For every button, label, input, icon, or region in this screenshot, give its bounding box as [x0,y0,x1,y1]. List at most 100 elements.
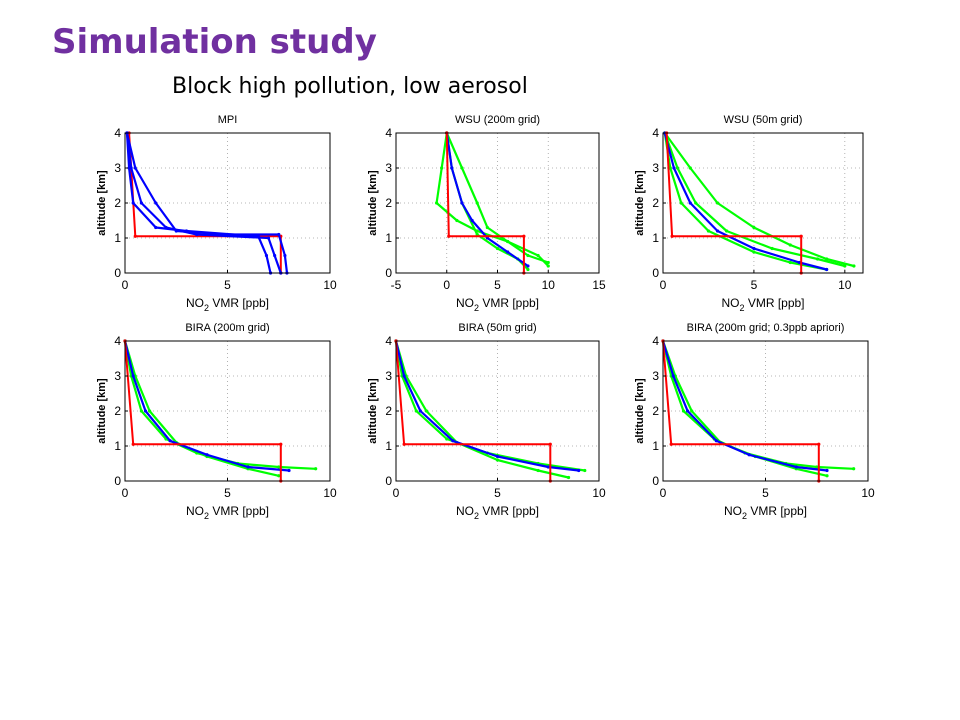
x-tick-label: 5 [762,486,769,500]
data-point [148,409,152,413]
chart-panel-1: 0 5 10 0 1 2 3 4 MPI NO2 VMR [ppb] altitude [km] [96,114,337,313]
y-tick-label: 0 [114,474,121,488]
panel-title: BIRA (200m grid; 0.3ppb apriori) [687,322,845,334]
data-point [747,453,751,457]
data-point [460,201,464,205]
y-tick-label: 3 [652,161,659,175]
data-point [495,458,500,462]
data-point [526,253,530,258]
series-line-4 [124,340,282,481]
y-tick-label: 1 [114,231,121,245]
data-point [752,246,756,251]
x-tick-label: 5 [751,278,758,292]
data-point [546,260,550,265]
data-point [277,232,281,237]
data-point [287,468,291,473]
data-point [825,474,829,478]
data-point [714,439,718,443]
data-point [679,201,683,205]
data-point [752,250,756,254]
chart-panel-3: 0 5 10 0 1 2 3 4 WSU (50m grid) NO2 VMR [ppb] alti… [634,114,864,313]
data-point [414,409,418,413]
data-point [168,439,172,443]
data-point [681,409,686,413]
x-tick-label: 10 [838,278,852,292]
data-point [672,166,676,170]
data-point [566,475,571,480]
data-point [675,166,680,170]
y-axis-label: altitude [km] [634,170,646,236]
data-point [506,239,510,244]
series-line-2 [123,340,280,477]
data-point [445,437,449,441]
data-point [131,201,135,205]
data-point [583,468,587,473]
data-point [195,232,199,237]
x-tick-label: 5 [494,278,501,292]
series-line-4 [125,132,272,274]
x-axis-label: NO2 VMR [ppb] [186,504,269,521]
y-tick-label: 2 [114,196,121,210]
y-tick-label: 4 [385,334,392,348]
y-axis-label: altitude [km] [367,170,379,236]
y-tick-label: 2 [652,196,659,210]
x-tick-label: 0 [122,486,129,500]
y-tick-label: 2 [385,404,392,418]
series-line-2 [394,340,569,479]
data-point [688,166,692,170]
data-point [815,257,820,261]
data-point [485,225,489,230]
y-tick-label: 1 [385,231,392,245]
data-point [725,229,729,233]
x-tick-label: 15 [592,278,606,292]
data-point [283,253,287,258]
x-tick-label: -5 [391,278,402,292]
data-point [131,374,135,378]
data-point [143,409,148,413]
x-axis-label: NO2 VMR [ppb] [186,296,269,313]
data-point [548,442,552,446]
data-point [246,465,250,469]
x-axis-label: NO2 VMR [ppb] [724,504,807,521]
panel-title: BIRA (50m grid) [458,322,536,334]
data-point [131,442,135,446]
data-point [418,409,422,413]
panel-title: WSU (50m grid) [724,114,803,126]
x-axis-label: NO2 VMR [ppb] [721,296,804,313]
data-point [546,465,550,469]
y-tick-label: 1 [114,439,121,453]
x-tick-label: 0 [393,486,400,500]
y-tick-label: 0 [385,266,392,280]
series-line-1 [661,340,854,470]
data-point [752,225,756,230]
y-tick-label: 1 [652,231,659,245]
data-point [852,264,856,268]
y-tick-label: 4 [114,334,121,348]
data-point [264,253,269,258]
series-line-2 [663,132,846,268]
x-tick-label: 0 [122,278,129,292]
y-axis-label: altitude [km] [96,170,108,236]
y-tick-label: 4 [114,126,121,140]
series-line-1 [128,132,282,273]
data-point [794,465,798,469]
x-tick-label: 10 [861,486,875,500]
data-point [843,264,847,268]
series-line-3 [125,132,289,274]
data-point [470,218,474,223]
data-point [546,264,550,268]
data-point [799,234,803,238]
data-point [440,166,444,170]
data-point [825,257,829,261]
data-point [715,229,720,233]
series-line-3 [123,340,290,472]
y-tick-label: 4 [652,126,659,140]
data-point [495,246,500,251]
data-point [266,236,271,240]
data-point [133,234,137,238]
y-tick-label: 3 [385,161,392,175]
series-line-5 [445,132,525,273]
x-axis-label: NO2 VMR [ppb] [456,504,539,521]
